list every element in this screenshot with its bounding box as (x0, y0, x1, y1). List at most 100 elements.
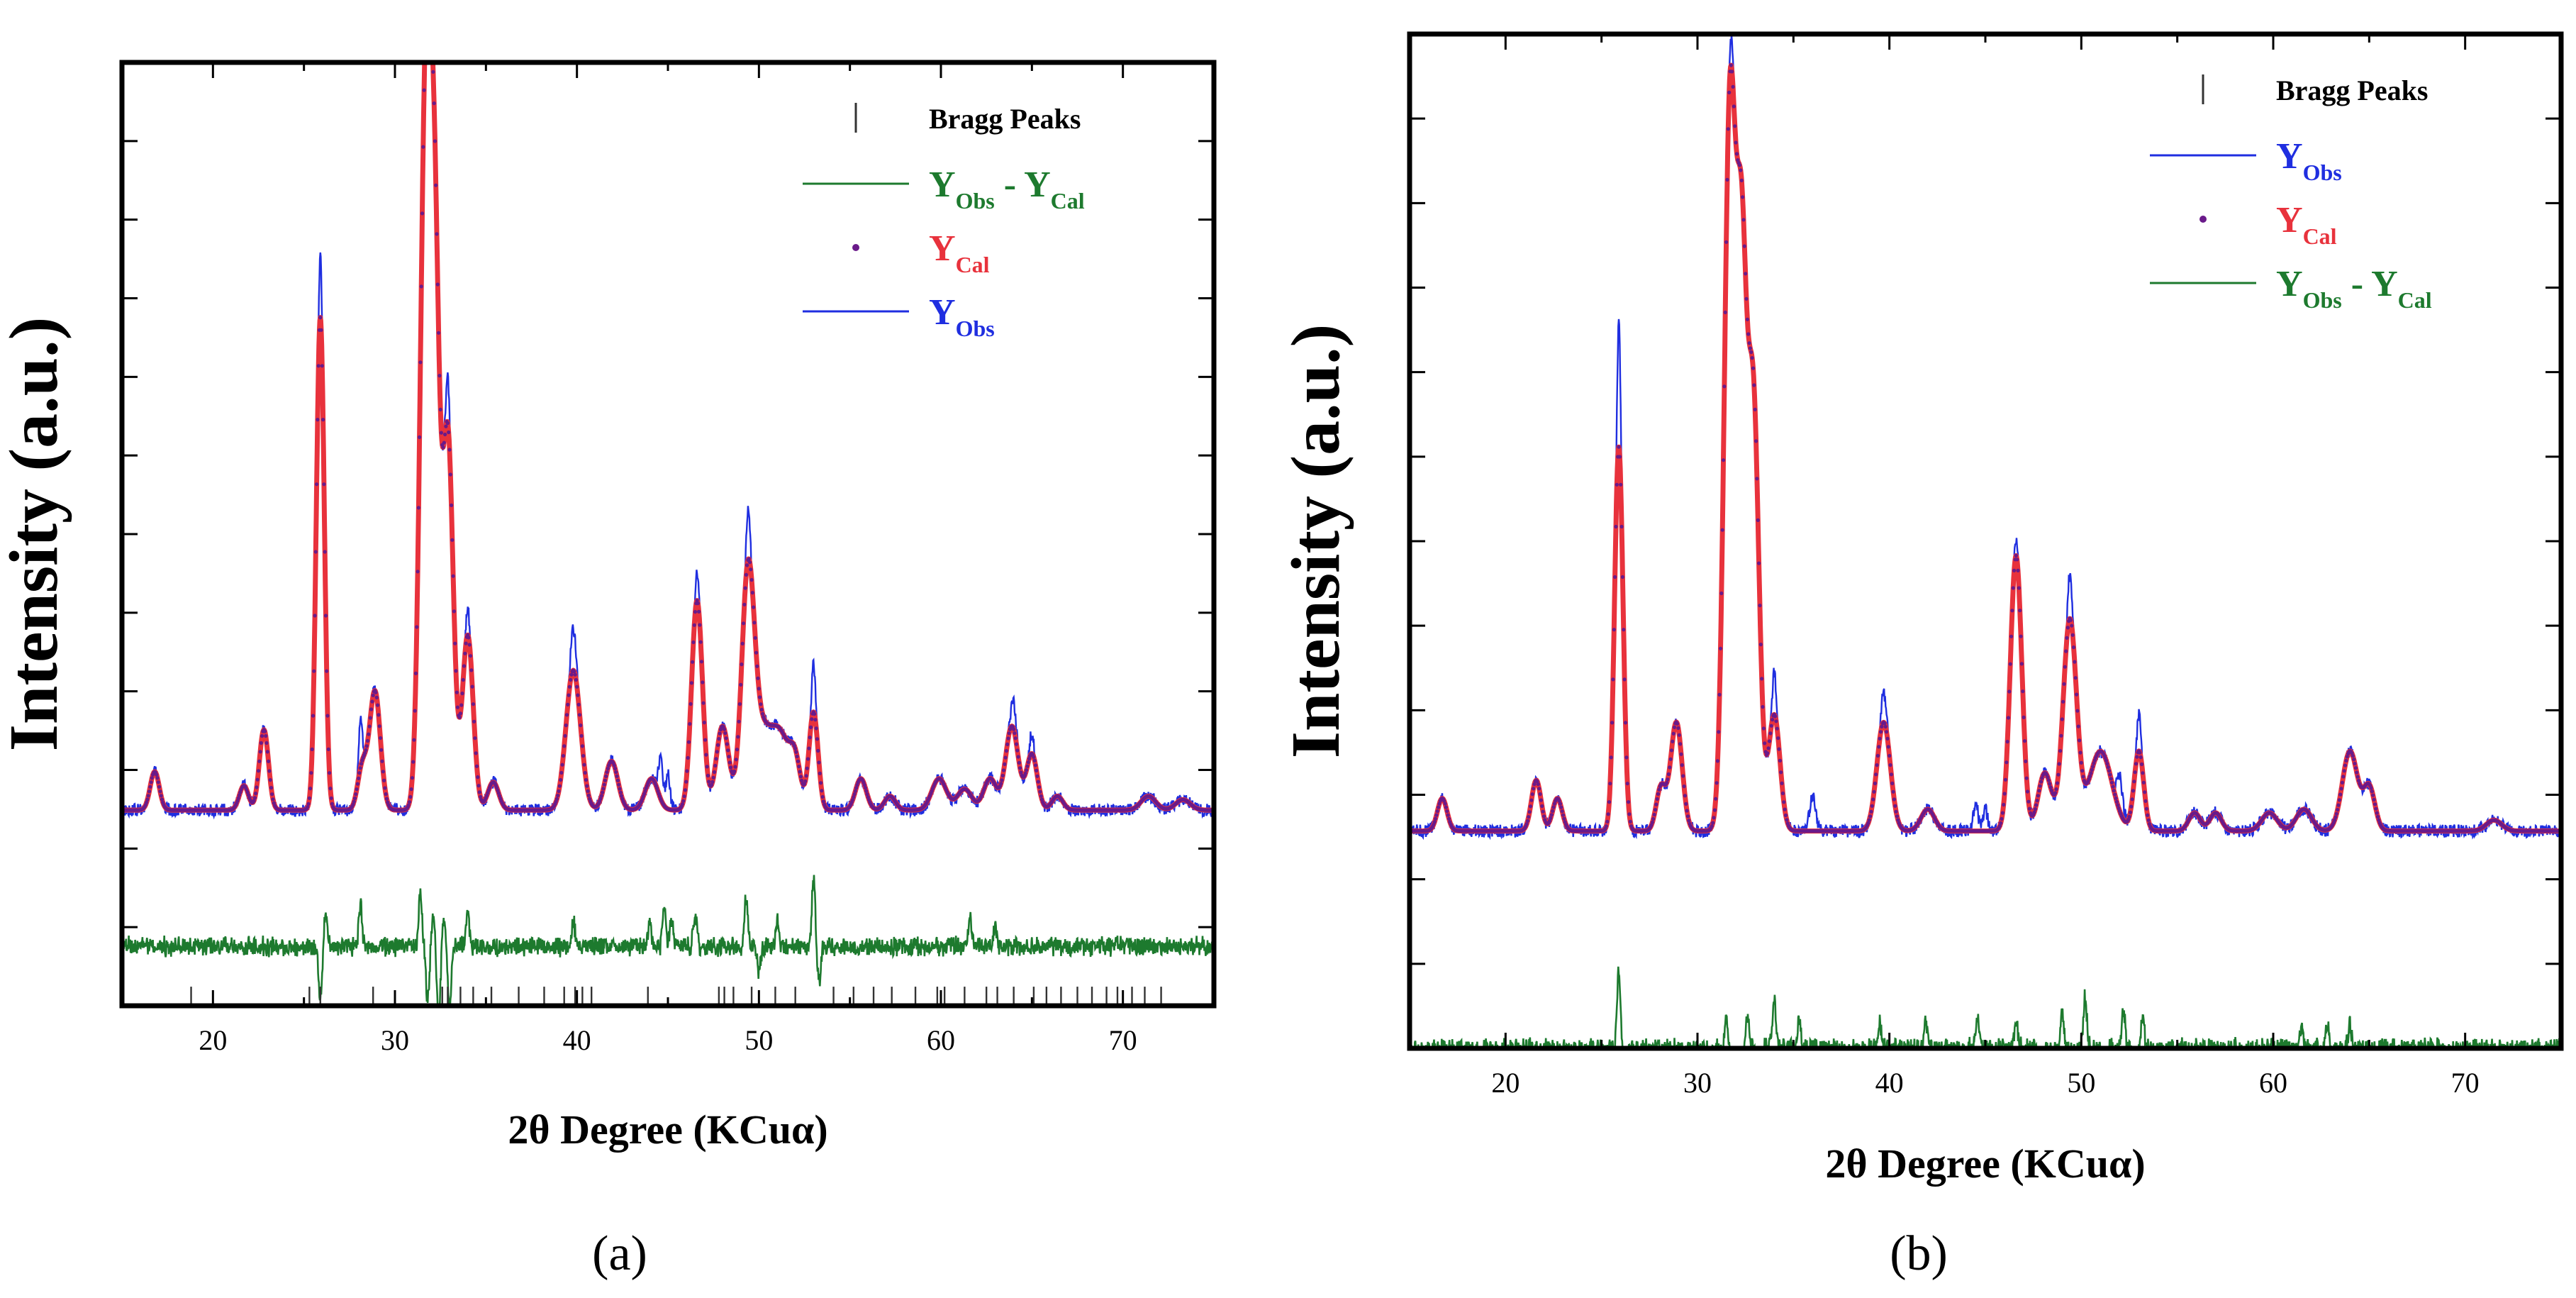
cal-point (715, 750, 719, 754)
cal-point (1886, 745, 1890, 749)
cal-point (384, 797, 389, 801)
cal-point (431, 70, 435, 74)
cal-point (245, 790, 250, 794)
cal-point (852, 792, 857, 797)
cal-point (268, 778, 272, 782)
cal-point (2008, 662, 2012, 666)
cal-point (2062, 682, 2066, 686)
cal-point (727, 755, 731, 759)
cal-point (2025, 789, 2030, 794)
legend-label-obs: YObs (929, 292, 995, 341)
cal-point (585, 784, 589, 788)
cal-point (1896, 818, 1900, 822)
cal-point (1774, 719, 1778, 723)
cal-point (562, 744, 567, 748)
x-tick-label: 50 (2067, 1067, 2095, 1099)
cal-point (1871, 797, 1875, 801)
cal-point (2070, 633, 2075, 637)
cal-point (1866, 821, 1870, 825)
cal-point (439, 431, 444, 435)
cal-point (682, 794, 686, 799)
cal-point (1739, 178, 1744, 182)
cal-point (1780, 781, 1784, 785)
legend-label-diff-tail: - Y (995, 165, 1051, 205)
cal-point (1729, 63, 1733, 67)
cal-point (797, 765, 801, 769)
cal-point (145, 800, 149, 804)
cal-point (2021, 689, 2025, 694)
cal-point (815, 737, 820, 741)
cal-point (2040, 776, 2044, 780)
cal-point (416, 506, 421, 510)
cal-point (442, 440, 446, 445)
cal-point (408, 794, 413, 799)
cal-point (2134, 762, 2139, 766)
cal-point (695, 599, 699, 603)
cal-point (455, 690, 459, 694)
cal-point (380, 759, 384, 763)
cal-point (2129, 804, 2134, 809)
cal-point (2343, 763, 2348, 767)
cal-point (368, 716, 372, 720)
cal-point (257, 759, 262, 763)
cal-point (1717, 730, 1721, 734)
cal-point (697, 609, 701, 614)
cal-point (2032, 810, 2036, 814)
legend-swatch-cal (2199, 216, 2207, 223)
cal-point (1033, 763, 1038, 767)
cal-point (737, 719, 741, 723)
cal-point (1653, 808, 1658, 812)
cal-point (2019, 662, 2024, 666)
x-tick-label: 30 (381, 1024, 409, 1056)
cal-point (723, 727, 727, 731)
cal-point (2141, 780, 2146, 784)
cal-point (684, 780, 688, 784)
cal-point (2075, 692, 2079, 697)
series-cal-points (122, 12, 1214, 812)
cal-point (319, 328, 323, 332)
cal-point (1655, 797, 1659, 801)
cal-point (1741, 218, 1746, 222)
cal-point (407, 800, 412, 804)
cal-point (1650, 820, 1654, 824)
cal-point (756, 676, 760, 680)
cal-point (236, 796, 240, 800)
legend-item-cal: YCal (2199, 200, 2337, 249)
legend-label-cal: YCal (929, 228, 990, 277)
cal-point (2089, 771, 2093, 775)
cal-point (2372, 797, 2376, 801)
cal-point (2356, 778, 2360, 783)
cal-point (1537, 787, 1541, 791)
cal-point (753, 636, 757, 640)
cal-point (1755, 477, 1759, 481)
cal-point (2046, 775, 2050, 780)
cal-point (1558, 801, 1563, 806)
cal-point (1715, 759, 1719, 763)
cal-point (2002, 802, 2006, 807)
cal-point (727, 760, 732, 765)
cal-point (706, 773, 710, 778)
cal-point (1538, 792, 1542, 797)
cal-point (1604, 824, 1608, 828)
cal-point (1678, 742, 1683, 746)
cal-point (1656, 792, 1661, 796)
cal-point (2337, 798, 2341, 802)
cal-point (701, 701, 706, 705)
cal-point (444, 424, 448, 428)
cal-point (265, 750, 269, 754)
cal-point (1551, 809, 1555, 814)
cal-point (1654, 802, 1658, 806)
cal-point (1014, 742, 1019, 746)
cal-point (330, 801, 334, 806)
cal-point (1561, 813, 1566, 817)
cal-point (2003, 777, 2007, 782)
cal-point (1442, 799, 1446, 803)
cal-point (798, 770, 802, 774)
cal-point (691, 640, 696, 645)
legend-label-obs-main: Y (929, 292, 956, 333)
cal-point (424, 12, 428, 16)
cal-point (2048, 785, 2053, 789)
cal-point (367, 724, 372, 728)
cal-point (2065, 626, 2070, 630)
cal-point (1651, 816, 1656, 821)
